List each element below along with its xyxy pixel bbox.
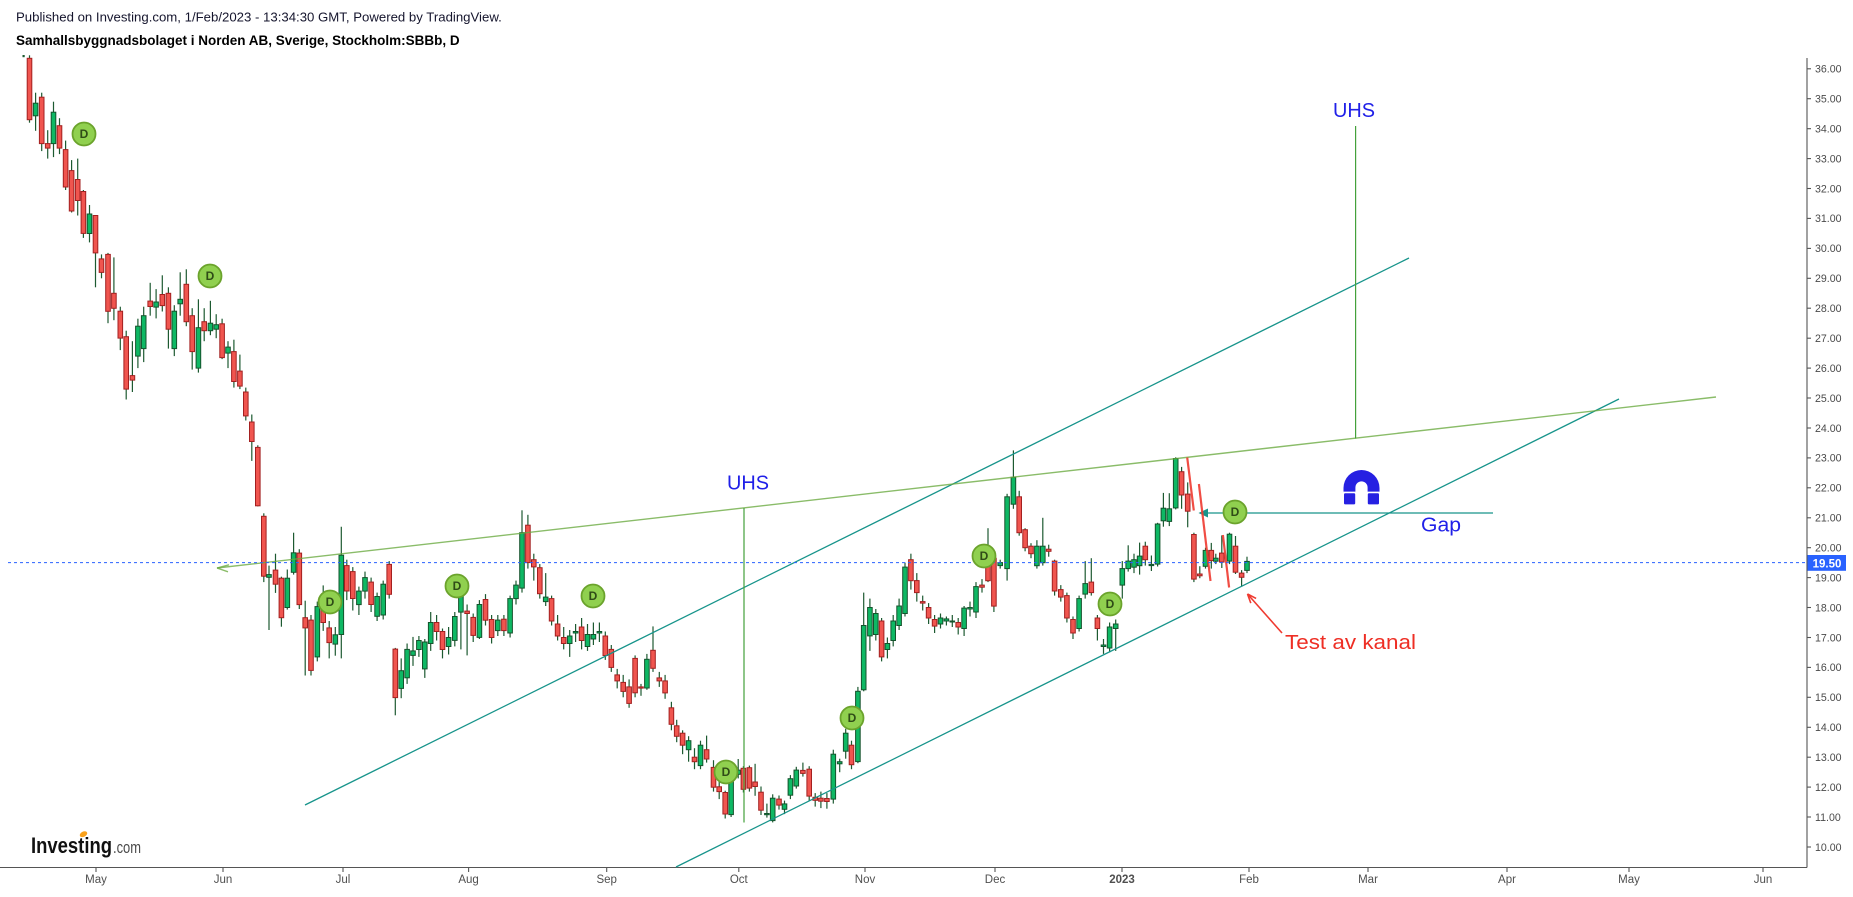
svg-text:15.00: 15.00 — [1815, 692, 1842, 704]
svg-text:May: May — [85, 874, 107, 886]
svg-text:34.00: 34.00 — [1815, 124, 1842, 136]
svg-text:Sep: Sep — [596, 874, 616, 886]
svg-text:Jun: Jun — [1754, 874, 1773, 886]
svg-text:18.00: 18.00 — [1815, 602, 1842, 614]
svg-text:22.00: 22.00 — [1815, 483, 1842, 495]
svg-text:Dec: Dec — [985, 874, 1006, 886]
svg-text:Published on Investing.com, 1/: Published on Investing.com, 1/Feb/2023 -… — [16, 10, 502, 25]
svg-text:UHS: UHS — [727, 473, 769, 495]
svg-text:UHS: UHS — [1333, 100, 1375, 122]
svg-text:Test av kanal: Test av kanal — [1285, 632, 1416, 654]
svg-text:11.00: 11.00 — [1815, 812, 1841, 824]
svg-text:27.00: 27.00 — [1815, 333, 1842, 345]
svg-text:Investing: Investing — [31, 833, 112, 858]
svg-text:Nov: Nov — [855, 874, 876, 886]
svg-text:12.00: 12.00 — [1815, 782, 1842, 794]
svg-text:Jul: Jul — [336, 874, 351, 886]
svg-text:D: D — [589, 589, 598, 603]
svg-text:D: D — [980, 549, 989, 563]
svg-text:30.00: 30.00 — [1815, 243, 1842, 255]
svg-text:.com: .com — [113, 838, 141, 857]
svg-text:23.00: 23.00 — [1815, 453, 1842, 465]
svg-text:D: D — [1231, 505, 1240, 519]
svg-text:Samhallsbyggnadsbolaget i Nord: Samhallsbyggnadsbolaget i Norden AB, Sve… — [16, 33, 460, 48]
svg-text:D: D — [722, 765, 731, 779]
svg-text:32.00: 32.00 — [1815, 183, 1842, 195]
svg-text:D: D — [326, 595, 335, 609]
svg-text:16.00: 16.00 — [1815, 662, 1842, 674]
svg-text:Oct: Oct — [730, 874, 749, 886]
svg-text:20.00: 20.00 — [1815, 543, 1842, 555]
svg-text:Apr: Apr — [1498, 874, 1516, 886]
svg-text:36.00: 36.00 — [1815, 64, 1842, 76]
svg-text:Gap: Gap — [1421, 515, 1461, 537]
svg-text:21.00: 21.00 — [1815, 513, 1842, 525]
svg-text:35.00: 35.00 — [1815, 94, 1842, 106]
svg-text:D: D — [80, 127, 89, 141]
svg-text:May: May — [1618, 874, 1640, 886]
svg-text:28.00: 28.00 — [1815, 303, 1842, 315]
svg-text:Aug: Aug — [458, 874, 478, 886]
svg-text:19.50: 19.50 — [1813, 558, 1842, 570]
svg-text:29.00: 29.00 — [1815, 273, 1842, 285]
svg-text:31.00: 31.00 — [1815, 213, 1842, 225]
svg-text:14.00: 14.00 — [1815, 722, 1842, 734]
svg-text:D: D — [848, 711, 857, 725]
svg-text:Mar: Mar — [1358, 874, 1378, 886]
svg-text:17.00: 17.00 — [1815, 632, 1842, 644]
svg-text:33.00: 33.00 — [1815, 153, 1842, 165]
svg-text:D: D — [206, 269, 215, 283]
svg-text:13.00: 13.00 — [1815, 752, 1842, 764]
svg-text:26.00: 26.00 — [1815, 363, 1842, 375]
svg-text:10.00: 10.00 — [1815, 842, 1842, 854]
svg-text:D: D — [453, 579, 462, 593]
svg-text:2023: 2023 — [1109, 874, 1135, 886]
svg-text:Feb: Feb — [1239, 874, 1259, 886]
svg-text:24.00: 24.00 — [1815, 423, 1842, 435]
svg-text:19.00: 19.00 — [1815, 572, 1842, 584]
svg-text:25.00: 25.00 — [1815, 393, 1842, 405]
svg-text:Jun: Jun — [214, 874, 233, 886]
svg-text:D: D — [1106, 597, 1115, 611]
